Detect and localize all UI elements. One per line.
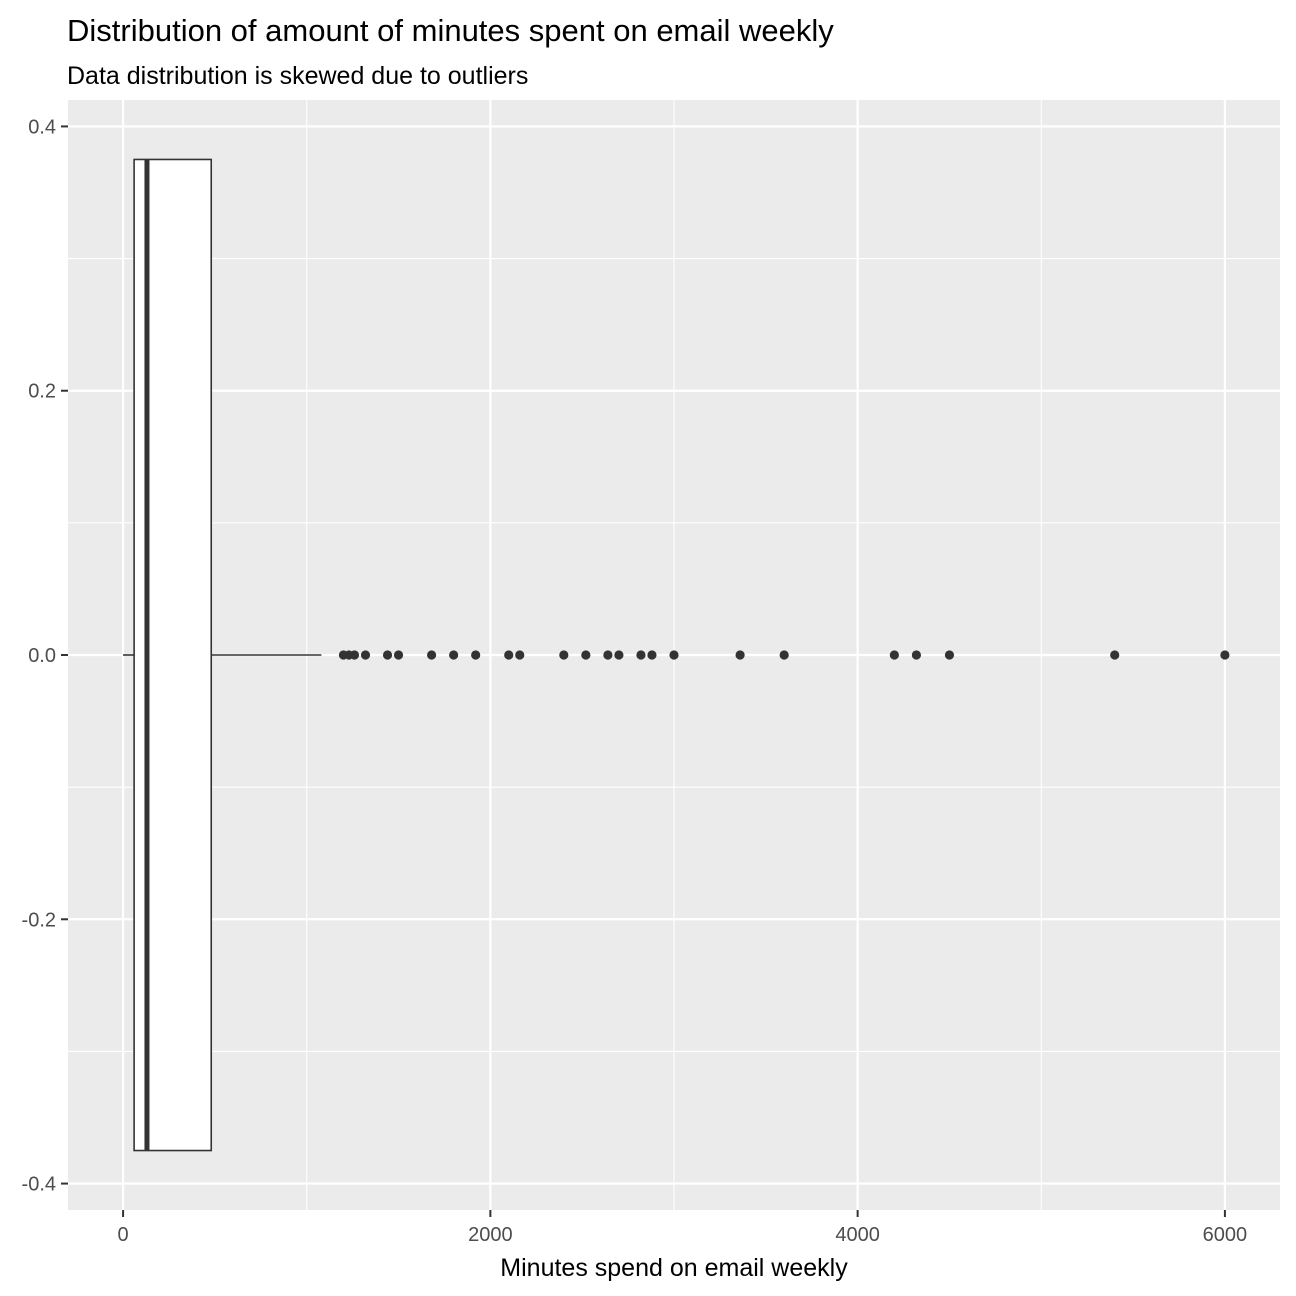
- outlier-point: [471, 650, 481, 660]
- outlier-point: [944, 650, 955, 660]
- x-tick-label: 6000: [1203, 1224, 1248, 1246]
- outlier-point: [515, 650, 525, 660]
- x-tick-label: 0: [118, 1224, 129, 1246]
- chart-subtitle: Data distribution is skewed due to outli…: [67, 62, 528, 90]
- y-tick-label: -0.2: [22, 909, 56, 931]
- outlier-points: [338, 650, 1230, 660]
- outlier-point: [1110, 650, 1120, 660]
- x-tick-label: 2000: [468, 1224, 513, 1246]
- outlier-point: [382, 650, 393, 660]
- y-tick-label: 0.0: [28, 645, 56, 667]
- outlier-point: [360, 650, 371, 660]
- chart-title: Distribution of amount of minutes spent …: [67, 13, 834, 48]
- outlier-point: [735, 650, 745, 660]
- outlier-point: [449, 650, 459, 660]
- outlier-point: [636, 650, 646, 660]
- outlier-point: [504, 650, 514, 660]
- outlier-point: [669, 650, 679, 660]
- outlier-point: [779, 650, 789, 660]
- y-tick-label: -0.4: [22, 1174, 56, 1196]
- outlier-point: [911, 650, 922, 660]
- outlier-point: [889, 650, 899, 660]
- outlier-point: [581, 650, 591, 660]
- y-tick-label: 0.2: [28, 381, 56, 403]
- outlier-point: [393, 650, 404, 660]
- outlier-point: [349, 650, 360, 660]
- y-tick-label: 0.4: [28, 116, 56, 138]
- outlier-point: [603, 650, 613, 660]
- x-axis-title: Minutes spend on email weekly: [500, 1254, 848, 1282]
- outlier-point: [559, 650, 569, 660]
- x-tick-label: 4000: [835, 1224, 880, 1246]
- outlier-point: [1220, 650, 1230, 660]
- axes: 0 2000 4000 6000 0.4 0.2 0.0 -0.2 -0.4: [22, 116, 1248, 1246]
- outlier-point: [614, 650, 624, 660]
- boxplot: [123, 158, 322, 1152]
- outlier-point: [427, 650, 437, 660]
- outlier-point: [647, 650, 657, 660]
